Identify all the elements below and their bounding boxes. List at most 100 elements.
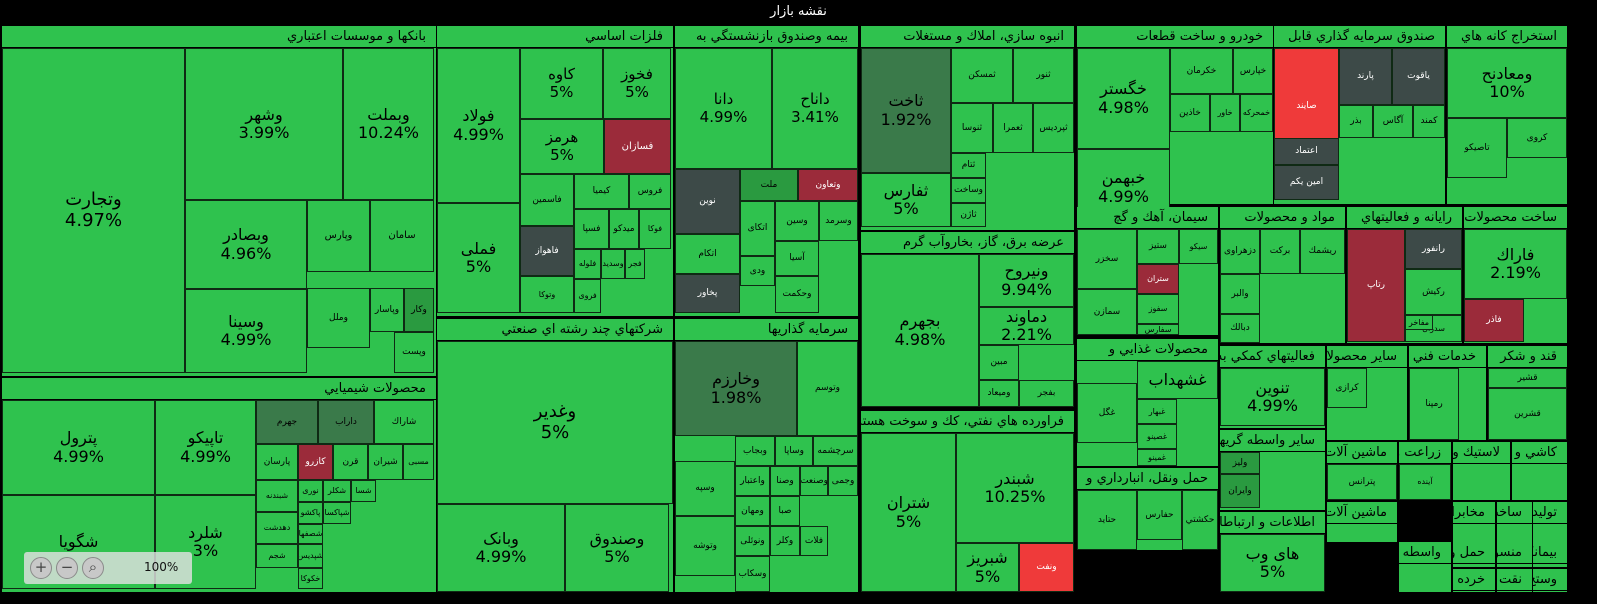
stock-tile[interactable]: وبملت 10.24% bbox=[343, 48, 434, 200]
sector-title[interactable]: ساخت محصولات bbox=[1464, 207, 1567, 229]
stock-tile[interactable]: خاذين bbox=[1170, 94, 1210, 132]
sector-title[interactable]: فراورده هاي نفتي، كك و سوخت هسته bbox=[861, 411, 1074, 433]
sector-title[interactable]: خودرو و ساخت قطعات bbox=[1077, 26, 1273, 48]
stock-tile[interactable]: سفارس bbox=[1137, 324, 1179, 335]
stock-tile[interactable]: شپديس bbox=[298, 544, 323, 568]
stock-tile[interactable]: ستران bbox=[1137, 264, 1179, 294]
stock-tile[interactable]: وتعاون bbox=[798, 169, 858, 201]
stock-tile[interactable]: وسپه bbox=[675, 461, 735, 516]
stock-tile[interactable]: كيميا bbox=[574, 174, 629, 209]
sector-title[interactable]: بيمانكاري bbox=[1533, 542, 1567, 564]
stock-tile[interactable]: وتوشه bbox=[675, 516, 735, 576]
stock-tile[interactable]: فلات bbox=[800, 526, 828, 556]
sector-title[interactable]: منسو bbox=[1497, 542, 1532, 564]
stock-tile[interactable]: ومعادنح 10% bbox=[1447, 48, 1567, 118]
stock-tile[interactable]: وبصادر 4.96% bbox=[185, 200, 307, 289]
stock-tile[interactable]: حكشتي bbox=[1182, 490, 1218, 550]
stock-tile[interactable]: شكلر bbox=[323, 480, 351, 502]
stock-tile[interactable]: ومهان bbox=[735, 496, 770, 526]
stock-tile[interactable]: وغدير 5% bbox=[437, 341, 673, 504]
sector-title[interactable]: بانكها و موسسات اعتباري bbox=[2, 26, 436, 48]
sector-title[interactable]: كاشي و bbox=[1512, 442, 1567, 464]
sector-title[interactable]: نقت bbox=[1497, 569, 1532, 591]
stock-tile[interactable]: فاهواز bbox=[520, 226, 574, 276]
stock-tile[interactable]: فوكا bbox=[639, 209, 671, 249]
stock-tile[interactable]: وجمی bbox=[828, 466, 858, 496]
stock-tile[interactable]: شصفها bbox=[298, 524, 323, 544]
stock-tile[interactable]: فاراك 2.19% bbox=[1464, 229, 1567, 299]
stock-tile[interactable]: فجر bbox=[625, 249, 645, 279]
sector-title[interactable]: استخراج كانه هاي bbox=[1447, 26, 1567, 48]
stock-tile[interactable]: شاراك bbox=[374, 400, 434, 444]
stock-tile[interactable]: ثمسكن bbox=[951, 48, 1013, 103]
stock-tile[interactable]: داراب bbox=[318, 400, 374, 444]
sector-title[interactable]: سرمايه گذاريها bbox=[675, 319, 858, 341]
stock-tile[interactable]: وساپا bbox=[775, 436, 813, 466]
stock-tile[interactable]: مسبی bbox=[403, 444, 434, 480]
stock-tile[interactable]: وكار bbox=[404, 288, 434, 332]
stock-tile[interactable]: شبريز 5% bbox=[956, 543, 1019, 592]
stock-tile[interactable]: وصنعت bbox=[800, 466, 828, 496]
stock-tile[interactable]: پخاور bbox=[675, 274, 740, 313]
sector-title[interactable]: لاستيك و bbox=[1453, 442, 1510, 464]
stock-tile[interactable]: بركت bbox=[1260, 229, 1300, 274]
stock-tile[interactable]: ونيروح 9.94% bbox=[979, 254, 1074, 307]
stock-tile[interactable]: شيران bbox=[368, 444, 403, 480]
stock-tile[interactable]: تاپيكو 4.99% bbox=[155, 400, 256, 495]
stock-tile[interactable]: وايران bbox=[1220, 474, 1260, 508]
stock-tile[interactable]: شسا bbox=[351, 480, 376, 502]
sector-title[interactable]: اطلاعات و ارتباطات bbox=[1220, 512, 1325, 534]
sector-title[interactable]: واسطه گر bbox=[1399, 542, 1451, 564]
sector-title[interactable]: عرضه برق، گاز، بخاروآب گرم bbox=[861, 232, 1074, 254]
stock-tile[interactable]: سفوز bbox=[1137, 294, 1179, 324]
stock-tile[interactable]: ثتام bbox=[951, 153, 986, 178]
stock-tile[interactable]: شبندنه bbox=[256, 480, 298, 512]
stock-tile[interactable]: وسديد bbox=[601, 249, 625, 279]
stock-tile[interactable]: غگل bbox=[1077, 383, 1137, 443]
stock-tile[interactable]: اتكام bbox=[675, 234, 740, 274]
stock-tile[interactable]: غشهداب bbox=[1137, 361, 1218, 399]
stock-tile[interactable]: وخارزم 1.98% bbox=[675, 341, 797, 436]
stock-tile[interactable]: فاذر bbox=[1464, 299, 1524, 342]
stock-tile[interactable]: اعتماد bbox=[1274, 138, 1339, 165]
sector-title[interactable]: فلزات اساسي bbox=[437, 26, 673, 48]
stock-tile[interactable]: وبجاب bbox=[735, 436, 775, 466]
stock-tile[interactable]: نوری bbox=[298, 480, 323, 502]
stock-tile[interactable]: تنوين 4.99% bbox=[1220, 368, 1325, 426]
sector-title[interactable]: قند و شكر bbox=[1488, 346, 1567, 368]
stock-tile[interactable]: فولاد 4.99% bbox=[437, 48, 520, 203]
stock-tile[interactable]: ثپرديس bbox=[1033, 103, 1074, 153]
stock-tile[interactable]: حتايد bbox=[1077, 490, 1137, 550]
stock-tile[interactable]: ثعمرا bbox=[993, 103, 1033, 153]
stock-tile[interactable]: خپارس bbox=[1233, 48, 1273, 94]
stock-tile[interactable]: حفارس bbox=[1137, 490, 1182, 540]
stock-tile[interactable]: ركيش bbox=[1405, 269, 1462, 315]
stock-tile[interactable]: وشهر 3.99% bbox=[185, 48, 343, 200]
stock-tile[interactable]: قرن bbox=[333, 444, 368, 480]
stock-tile[interactable]: ثفارس 5% bbox=[861, 173, 951, 227]
stock-tile[interactable]: صبا bbox=[770, 496, 800, 526]
stock-tile[interactable]: شلرد 3% bbox=[155, 495, 256, 589]
stock-tile[interactable]: وپست bbox=[394, 332, 434, 373]
sector-title[interactable]: شركتهاي چند رشته اي صنعتي bbox=[437, 319, 673, 341]
stock-tile[interactable]: پارند bbox=[1339, 48, 1392, 105]
sector-title[interactable]: حمل ونقل، انبارداري و bbox=[1077, 468, 1218, 490]
stock-tile[interactable]: جهرم bbox=[256, 400, 318, 444]
stock-tile[interactable]: شجم bbox=[256, 544, 298, 568]
stock-tile[interactable]: خاور bbox=[1210, 94, 1240, 132]
sector-title[interactable]: صندوق سرمايه گذاري قابل bbox=[1274, 26, 1445, 48]
stock-tile[interactable]: پاكشو bbox=[298, 502, 323, 524]
stock-tile[interactable]: كمند bbox=[1413, 105, 1445, 138]
stock-tile[interactable]: ميدكو bbox=[609, 209, 639, 249]
sector-title[interactable]: مواد و محصولات bbox=[1220, 207, 1345, 229]
stock-tile[interactable]: پترول 4.99% bbox=[2, 400, 155, 495]
sector-title[interactable]: ساير محصولات bbox=[1327, 346, 1407, 368]
stock-tile[interactable]: سرچشمه bbox=[813, 436, 858, 466]
stock-tile[interactable]: فروس bbox=[629, 174, 671, 209]
stock-tile[interactable]: ملت bbox=[740, 169, 798, 201]
stock-tile[interactable]: كرازی bbox=[1327, 368, 1367, 408]
stock-tile[interactable]: وتجارت 4.97% bbox=[2, 48, 185, 373]
stock-tile[interactable]: نوين bbox=[675, 169, 740, 234]
stock-tile[interactable]: ونوئلی bbox=[735, 526, 770, 556]
stock-tile[interactable]: ونفت bbox=[1019, 543, 1074, 592]
